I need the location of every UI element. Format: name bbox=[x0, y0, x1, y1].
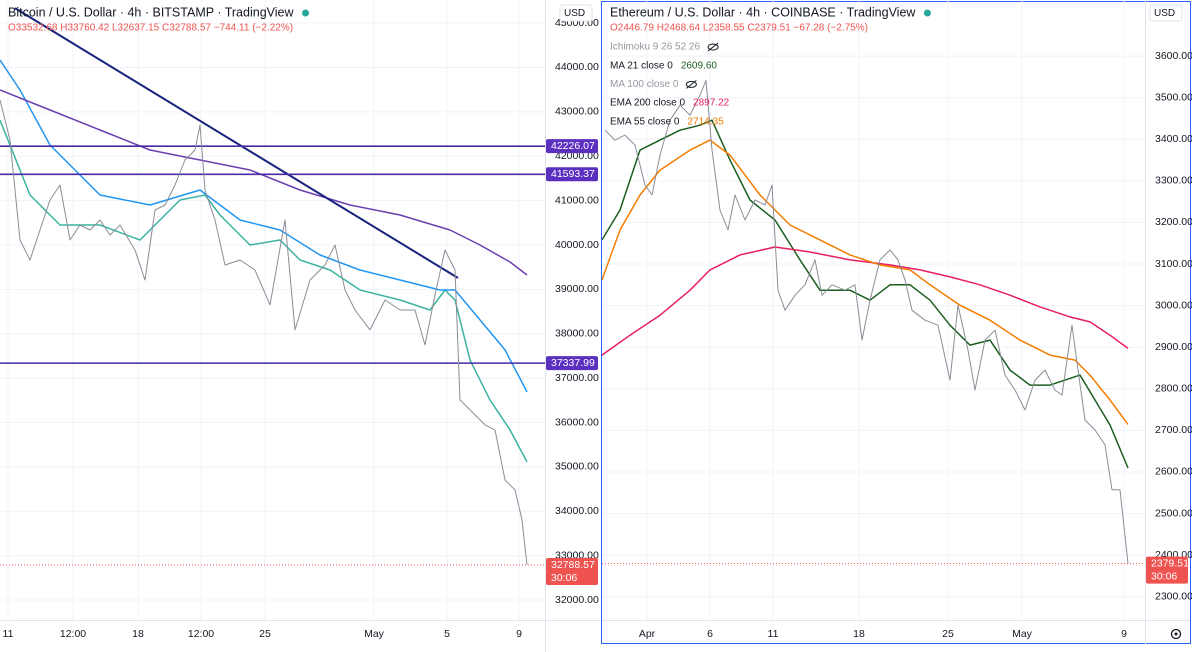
y-tick-label: 39000.00 bbox=[555, 283, 599, 295]
y-tick-label: 34000.00 bbox=[555, 505, 599, 517]
hidden-eye-icon[interactable] bbox=[707, 43, 719, 51]
y-tick-label: 44000.00 bbox=[555, 61, 599, 73]
level-label: 37337.99 bbox=[551, 357, 595, 369]
y-tick-label: 3100.00 bbox=[1155, 258, 1192, 270]
trendline bbox=[14, 7, 459, 279]
last-price-label: 32788.57 bbox=[551, 559, 595, 571]
x-tick-label: 12:00 bbox=[188, 628, 214, 640]
countdown: 30:06 bbox=[1151, 570, 1177, 582]
x-tick-label: Apr bbox=[639, 628, 656, 640]
x-tick-label: 25 bbox=[942, 628, 954, 640]
x-tick-label: 25 bbox=[259, 628, 271, 640]
y-tick-label: 2300.00 bbox=[1155, 590, 1192, 602]
y-tick-label: 2500.00 bbox=[1155, 507, 1192, 519]
y-tick-label: 2900.00 bbox=[1155, 341, 1192, 353]
legend-name: MA 21 close 0 bbox=[610, 60, 673, 71]
legend-value: 2714.35 bbox=[687, 116, 724, 127]
last-price-box bbox=[1146, 556, 1188, 584]
x-tick-label: 11 bbox=[768, 628, 779, 640]
legend-name: EMA 200 close 0 bbox=[610, 98, 685, 109]
chart-title: Ethereum / U.S. Dollar · 4h · COINBASE ·… bbox=[610, 5, 916, 19]
y-tick-label: 43000.00 bbox=[555, 106, 599, 118]
y-tick-label: 3500.00 bbox=[1155, 92, 1192, 104]
level-label-box bbox=[546, 356, 598, 371]
y-tick-label: 3400.00 bbox=[1155, 133, 1192, 145]
y-tick-label: 3300.00 bbox=[1155, 175, 1192, 187]
y-tick-label: 2600.00 bbox=[1155, 466, 1192, 478]
countdown: 30:06 bbox=[551, 572, 577, 584]
y-tick-label: 2700.00 bbox=[1155, 424, 1192, 436]
currency-label: USD bbox=[564, 8, 585, 19]
last-price-label: 2379.51 bbox=[1151, 557, 1189, 569]
x-tick-label: 18 bbox=[853, 628, 865, 640]
x-tick-label: 9 bbox=[1121, 628, 1127, 640]
x-tick-label: May bbox=[364, 628, 385, 640]
y-tick-label: 38000.00 bbox=[555, 328, 599, 340]
level-label-box bbox=[546, 167, 598, 182]
y-tick-label: 32000.00 bbox=[555, 594, 599, 606]
currency-button[interactable] bbox=[1149, 4, 1183, 22]
legend-value: 2897.22 bbox=[693, 98, 730, 109]
x-tick-label: 18 bbox=[132, 628, 144, 640]
y-tick-label: 41000.00 bbox=[555, 194, 599, 206]
live-dot bbox=[302, 9, 310, 17]
y-tick-label: 36000.00 bbox=[555, 416, 599, 428]
hidden-eye-icon[interactable] bbox=[685, 80, 697, 88]
plot-area bbox=[0, 7, 545, 566]
legend-name: EMA 55 close 0 bbox=[610, 116, 680, 127]
ohlc-values: O2446.79 H2468.64 L2358.55 C2379.51 −67.… bbox=[610, 23, 868, 34]
ohlc-values: O33532.68 H33760.42 L32637.15 C32788.57 … bbox=[8, 23, 293, 34]
x-tick-label: 11 bbox=[3, 628, 14, 640]
y-tick-label: 3200.00 bbox=[1155, 216, 1192, 228]
indicator-line bbox=[0, 119, 528, 463]
y-tick-label: 37000.00 bbox=[555, 372, 599, 384]
price-line bbox=[0, 99, 528, 566]
live-dot bbox=[923, 9, 931, 17]
indicator-line bbox=[0, 89, 528, 276]
currency-label: USD bbox=[1154, 8, 1175, 19]
y-tick-label: 3000.00 bbox=[1155, 299, 1192, 311]
hidden-eye-slash bbox=[686, 80, 697, 89]
x-tick-label: 6 bbox=[707, 628, 713, 640]
y-tick-label: 35000.00 bbox=[555, 461, 599, 473]
chart-title: Bitcoin / U.S. Dollar · 4h · BITSTAMP · … bbox=[8, 5, 294, 19]
legend-value: 2609.60 bbox=[681, 60, 718, 71]
last-price-box bbox=[546, 558, 598, 586]
hidden-eye-slash bbox=[707, 42, 719, 52]
price-line bbox=[604, 79, 1129, 564]
level-label-box bbox=[546, 139, 598, 154]
settings-icon[interactable] bbox=[1170, 628, 1182, 640]
indicator-line bbox=[602, 246, 1129, 356]
x-tick-label: May bbox=[1012, 628, 1033, 640]
y-tick-label: 2800.00 bbox=[1155, 383, 1192, 395]
active-pane-border bbox=[601, 1, 1191, 644]
legend-name: Ichimoku 9 26 52 26 bbox=[610, 42, 700, 53]
indicator-line bbox=[0, 59, 528, 393]
y-tick-label: 3600.00 bbox=[1155, 50, 1192, 62]
indicator-line bbox=[602, 119, 1129, 469]
level-label: 41593.37 bbox=[551, 168, 595, 180]
level-label: 42226.07 bbox=[551, 140, 595, 152]
y-tick-label: 40000.00 bbox=[555, 239, 599, 251]
currency-button[interactable] bbox=[559, 4, 593, 22]
x-tick-label: 12:00 bbox=[60, 628, 86, 640]
x-tick-label: 9 bbox=[516, 628, 522, 640]
x-tick-label: 5 bbox=[444, 628, 450, 640]
indicator-line bbox=[602, 139, 1129, 425]
plot-area bbox=[602, 79, 1129, 564]
legend-name: MA 100 close 0 bbox=[610, 79, 679, 90]
